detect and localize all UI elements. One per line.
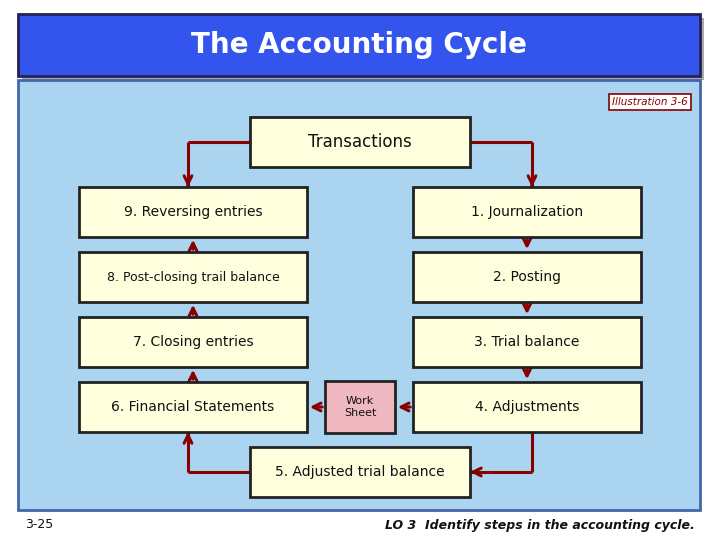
- Text: 7. Closing entries: 7. Closing entries: [132, 335, 253, 349]
- Text: 2. Posting: 2. Posting: [493, 270, 561, 284]
- Text: 5. Adjusted trial balance: 5. Adjusted trial balance: [275, 465, 445, 479]
- FancyBboxPatch shape: [18, 80, 700, 510]
- FancyBboxPatch shape: [22, 18, 704, 80]
- FancyBboxPatch shape: [325, 381, 395, 433]
- Text: 4. Adjustments: 4. Adjustments: [474, 400, 579, 414]
- FancyBboxPatch shape: [250, 447, 470, 497]
- Text: 9. Reversing entries: 9. Reversing entries: [124, 205, 262, 219]
- FancyBboxPatch shape: [413, 317, 641, 367]
- Text: Illustration 3-6: Illustration 3-6: [612, 97, 688, 107]
- FancyBboxPatch shape: [79, 187, 307, 237]
- Text: LO 3  Identify steps in the accounting cycle.: LO 3 Identify steps in the accounting cy…: [385, 518, 695, 531]
- FancyBboxPatch shape: [18, 14, 700, 76]
- Text: 3-25: 3-25: [25, 518, 53, 531]
- Text: Work
Sheet: Work Sheet: [344, 396, 376, 418]
- FancyBboxPatch shape: [413, 382, 641, 432]
- Text: Transactions: Transactions: [308, 133, 412, 151]
- Text: 6. Financial Statements: 6. Financial Statements: [112, 400, 274, 414]
- Text: 3. Trial balance: 3. Trial balance: [474, 335, 580, 349]
- Text: 8. Post-closing trail balance: 8. Post-closing trail balance: [107, 271, 279, 284]
- FancyBboxPatch shape: [413, 187, 641, 237]
- FancyBboxPatch shape: [79, 382, 307, 432]
- FancyBboxPatch shape: [79, 252, 307, 302]
- Text: The Accounting Cycle: The Accounting Cycle: [191, 31, 527, 59]
- FancyBboxPatch shape: [79, 317, 307, 367]
- FancyBboxPatch shape: [413, 252, 641, 302]
- FancyBboxPatch shape: [250, 117, 470, 167]
- Text: 1. Journalization: 1. Journalization: [471, 205, 583, 219]
